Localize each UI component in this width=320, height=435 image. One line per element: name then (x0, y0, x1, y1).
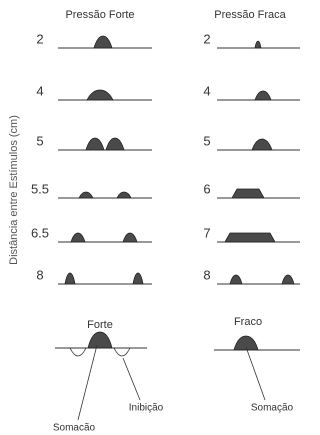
bump (106, 138, 124, 150)
bump (65, 273, 75, 284)
bump (94, 36, 112, 48)
row-label: 2 (36, 31, 43, 46)
bump (123, 233, 137, 242)
bump (79, 192, 93, 198)
row-label: 5 (203, 133, 210, 148)
row-label: 4 (36, 83, 43, 98)
bump (255, 41, 261, 48)
bump (86, 138, 104, 150)
row-label: 5.5 (31, 181, 49, 196)
row-label: 8 (36, 267, 43, 282)
bump (232, 189, 264, 198)
row-label: 5 (36, 133, 43, 148)
bump (230, 275, 242, 284)
row-label: 6.5 (31, 225, 49, 240)
summary-label: Somacão (53, 423, 96, 434)
axis-label: Distância entre Estímulos (cm) (8, 115, 20, 265)
bump (252, 139, 272, 150)
row-label: 2 (203, 31, 210, 46)
bump (282, 275, 294, 284)
bump (133, 273, 143, 284)
row-label: 8 (203, 267, 210, 282)
summary-label: Inibição (129, 403, 164, 414)
summary-title: Fraco (234, 316, 262, 328)
bump (225, 233, 275, 242)
summary-title: Forte (87, 319, 113, 331)
column-title: Pressão Fraca (214, 9, 286, 21)
bump (117, 192, 131, 198)
row-label: 6 (203, 181, 210, 196)
summary-label: Somação (251, 403, 294, 414)
bump (71, 233, 85, 242)
figure: Distância entre Estímulos (cm) Pressão F… (0, 0, 302, 435)
bump (255, 91, 271, 100)
row-label: 4 (203, 83, 210, 98)
summary-diagram (214, 336, 300, 400)
row-label: 7 (203, 225, 210, 240)
column-title: Pressão Forte (65, 9, 134, 21)
bump (87, 90, 113, 100)
